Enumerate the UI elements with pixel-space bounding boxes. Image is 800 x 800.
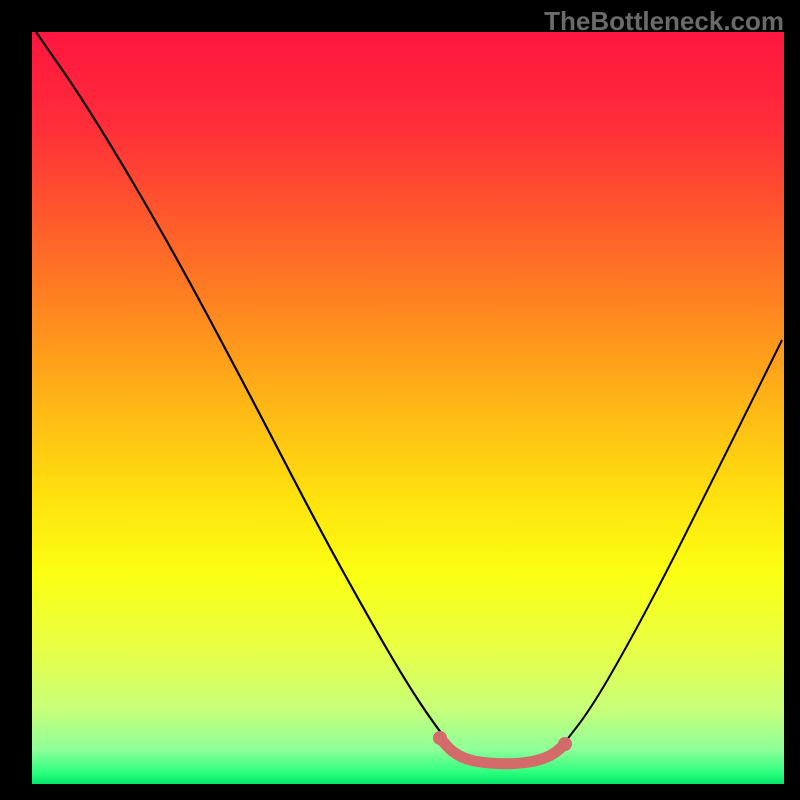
chart-svg <box>0 0 800 800</box>
watermark-text: TheBottleneck.com <box>544 6 784 37</box>
left-curve <box>36 32 448 742</box>
trough-end-dot <box>433 731 447 745</box>
trough-band <box>440 738 565 764</box>
trough-end-dot <box>558 737 572 751</box>
right-curve <box>562 340 782 746</box>
chart-container: TheBottleneck.com <box>0 0 800 800</box>
